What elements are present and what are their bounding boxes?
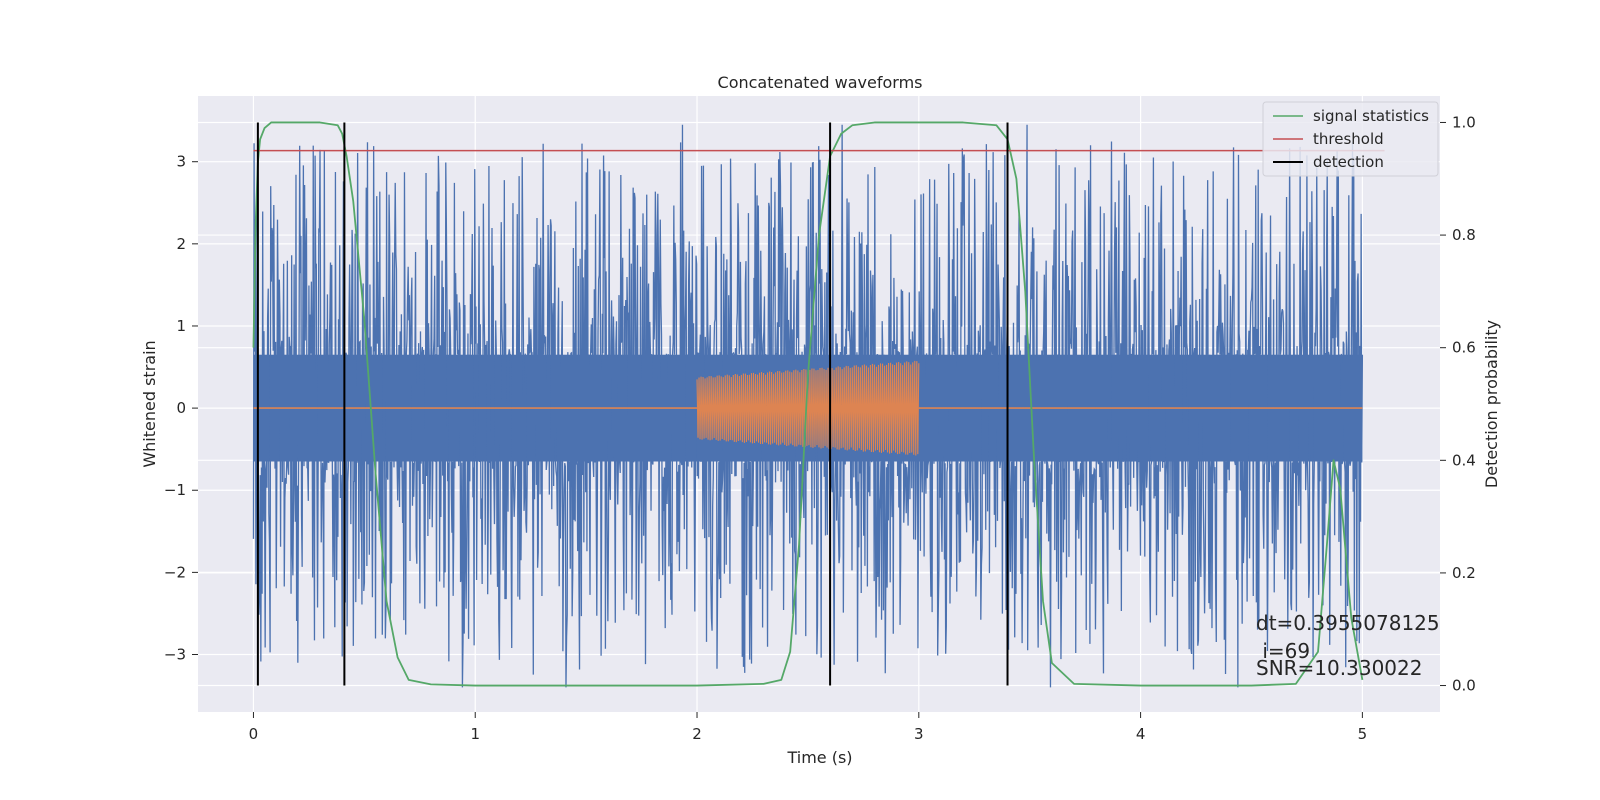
signal-statistics-line [252, 121, 1364, 687]
x-tick-label: 5 [1358, 725, 1368, 743]
x-tick-label: 0 [249, 725, 259, 743]
ticks: 0 1 2 3 4 5 −3 −2 −1 0 1 2 3 0.0 0.2 0.4 0.6 0.8 1.0 [164, 113, 1476, 743]
legend-box [1262, 101, 1439, 177]
x-tick-label: 2 [692, 725, 702, 743]
y-left-tick-label: −2 [164, 563, 186, 581]
y-right-tick-label: 0.0 [1452, 677, 1476, 695]
y-left-tick-label: 2 [176, 235, 186, 253]
y-left-tick-label: −1 [164, 481, 186, 499]
y-left-tick-label: 1 [176, 317, 186, 335]
stats-layer [252, 121, 1385, 687]
y-right-tick-label: 0.8 [1452, 226, 1476, 244]
y-left-tick-label: 0 [176, 399, 186, 417]
y-right-tick-label: 1.0 [1452, 113, 1476, 131]
y-left-tick-label: 3 [176, 153, 186, 171]
x-tick-label: 1 [470, 725, 480, 743]
y-right-tick-label: 0.2 [1452, 564, 1476, 582]
annotation-dt: dt=0.3955078125 [1256, 611, 1440, 635]
legend: signal statistics threshold detection [1262, 101, 1439, 177]
strain-noise-line [252, 124, 1364, 688]
legend-label-signal-statistics: signal statistics [1313, 107, 1429, 125]
y-right-tick-label: 0.4 [1452, 451, 1476, 469]
annotation-snr: SNR=10.330022 [1256, 656, 1422, 680]
legend-label-threshold: threshold [1313, 130, 1384, 148]
x-tick-label: 3 [914, 725, 924, 743]
y-left-tick-label: −3 [164, 646, 186, 664]
legend-label-detection: detection [1313, 153, 1384, 171]
chart-title: Concatenated waveforms [718, 73, 923, 92]
annotation-index: i=69 [1256, 639, 1310, 663]
x-tick-label: 4 [1136, 725, 1146, 743]
y-axis-label-right: Detection probability [1482, 320, 1501, 488]
x-axis-label: Time (s) [786, 748, 852, 767]
y-axis-label-left: Whitened strain [140, 340, 159, 467]
y-right-tick-label: 0.6 [1452, 339, 1476, 357]
